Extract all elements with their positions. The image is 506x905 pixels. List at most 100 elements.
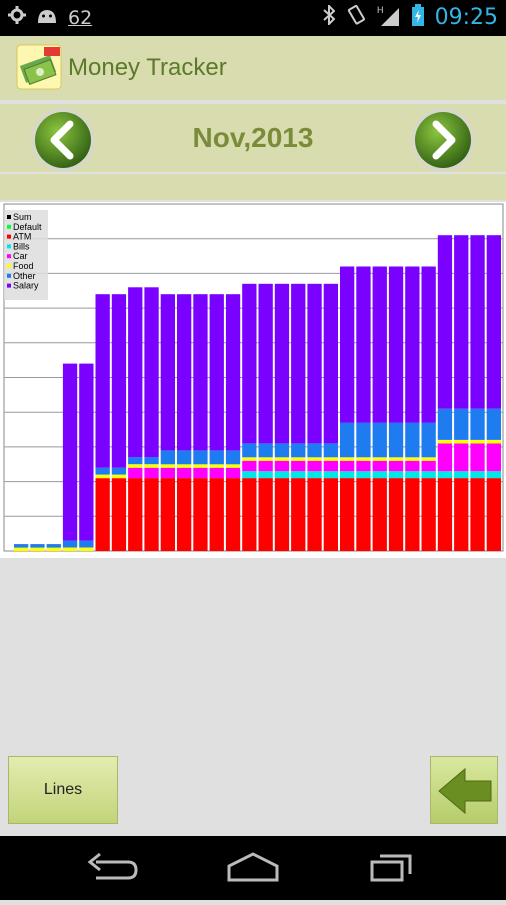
bar-segment-car — [470, 443, 485, 472]
legend-swatch — [7, 283, 11, 288]
bar-segment-other — [128, 457, 143, 465]
previous-month-button[interactable] — [28, 106, 98, 174]
android-icon — [36, 6, 58, 29]
bar-segment-salary — [160, 294, 175, 451]
bar-segment-car — [323, 460, 338, 472]
bar-segment-salary — [209, 294, 224, 451]
bar-segment-food — [323, 457, 338, 461]
bar-segment-car — [291, 460, 306, 472]
bar-segment-atm — [388, 478, 404, 551]
bar-segment-food — [274, 457, 290, 461]
bar-segment-atm — [291, 478, 306, 551]
bar-segment-atm — [470, 478, 485, 551]
bar-segment-bills — [291, 471, 306, 479]
bar-segment-salary — [193, 294, 208, 451]
bar-segment-bills — [388, 471, 404, 479]
bar-segment-bills — [356, 471, 371, 479]
bar-segment-salary — [372, 266, 387, 423]
bar-segment-salary — [307, 283, 322, 444]
bar-segment-food — [209, 464, 224, 468]
bar-segment-salary — [405, 266, 420, 423]
bar-segment-atm — [144, 478, 159, 551]
bar-segment-salary — [470, 235, 485, 409]
bar-segment-food — [421, 457, 436, 461]
bar-segment-bills — [421, 471, 436, 479]
bar-segment-food — [193, 464, 208, 468]
bar-segment-atm — [128, 478, 143, 551]
chevron-right-icon — [411, 108, 475, 172]
bar-segment-salary — [388, 266, 404, 423]
bar-segment-other — [225, 450, 241, 465]
bar-segment-salary — [95, 294, 110, 468]
bar-segment-car — [144, 467, 159, 479]
nav-home-icon[interactable] — [227, 852, 279, 882]
nav-recents-icon[interactable] — [370, 854, 412, 882]
bar-segment-salary — [225, 294, 241, 451]
battery-icon — [411, 4, 425, 31]
bar-segment-food — [405, 457, 420, 461]
app-title: Money Tracker — [68, 54, 227, 81]
bar-segment-food — [388, 457, 404, 461]
bar-segment-bills — [454, 471, 469, 479]
bar-segment-food — [62, 547, 78, 551]
bar-segment-bills — [405, 471, 420, 479]
bar-segment-car — [421, 460, 436, 472]
bar-segment-bills — [372, 471, 387, 479]
arrow-left-icon — [438, 767, 492, 815]
bar-segment-car — [372, 460, 387, 472]
bar-segment-atm — [95, 478, 110, 551]
bar-segment-other — [144, 457, 159, 465]
battery-number: 62 — [68, 6, 93, 29]
legend-swatch — [7, 264, 11, 268]
back-button[interactable] — [430, 756, 498, 824]
legend-label: Other — [13, 271, 36, 281]
bar-segment-atm — [421, 478, 436, 551]
bar-segment-bills — [486, 471, 501, 479]
bar-segment-atm — [486, 478, 501, 551]
bar-segment-other — [258, 443, 273, 458]
bar-segment-salary — [340, 266, 355, 423]
sub-header-bar — [0, 174, 506, 200]
bar-segment-car — [193, 467, 208, 479]
settings-icon — [8, 6, 26, 29]
bar-segment-bills — [307, 471, 322, 479]
bar-segment-food — [242, 457, 257, 461]
bar-segment-atm — [258, 478, 273, 551]
bar-segment-food — [30, 547, 45, 551]
legend-label: ATM — [13, 232, 31, 242]
svg-text:H: H — [377, 5, 384, 15]
bar-segment-salary — [486, 235, 501, 409]
system-navigation-bar — [0, 836, 506, 900]
bar-segment-food — [470, 440, 485, 444]
bar-segment-atm — [242, 478, 257, 551]
legend-swatch — [7, 244, 11, 249]
lines-button[interactable]: Lines — [8, 756, 118, 824]
bar-segment-food — [307, 457, 322, 461]
bar-segment-atm — [177, 478, 192, 551]
bar-segment-atm — [307, 478, 322, 551]
status-bar: 62 H 09:25 — [0, 0, 506, 36]
bar-segment-atm — [437, 478, 453, 551]
bar-segment-bills — [242, 471, 257, 479]
bar-segment-car — [340, 460, 355, 472]
bar-segment-food — [372, 457, 387, 461]
legend-label: Sum — [13, 212, 32, 222]
nav-back-icon[interactable] — [87, 852, 138, 880]
bar-segment-salary — [177, 294, 192, 451]
month-navigator: Nov,2013 — [0, 104, 506, 172]
bar-segment-atm — [454, 478, 469, 551]
bar-segment-bills — [437, 471, 453, 479]
bar-segment-car — [160, 467, 175, 479]
bar-segment-other — [79, 540, 94, 548]
bar-segment-salary — [323, 283, 338, 444]
bar-segment-car — [307, 460, 322, 472]
lines-button-label: Lines — [43, 781, 83, 798]
bar-segment-food — [454, 440, 469, 444]
bar-segment-salary — [79, 363, 94, 541]
next-month-button[interactable] — [408, 106, 478, 174]
bar-segment-other — [421, 422, 436, 458]
bar-segment-other — [193, 450, 208, 465]
app-bar: Money Tracker — [0, 36, 506, 100]
legend-label: Bills — [13, 241, 30, 251]
